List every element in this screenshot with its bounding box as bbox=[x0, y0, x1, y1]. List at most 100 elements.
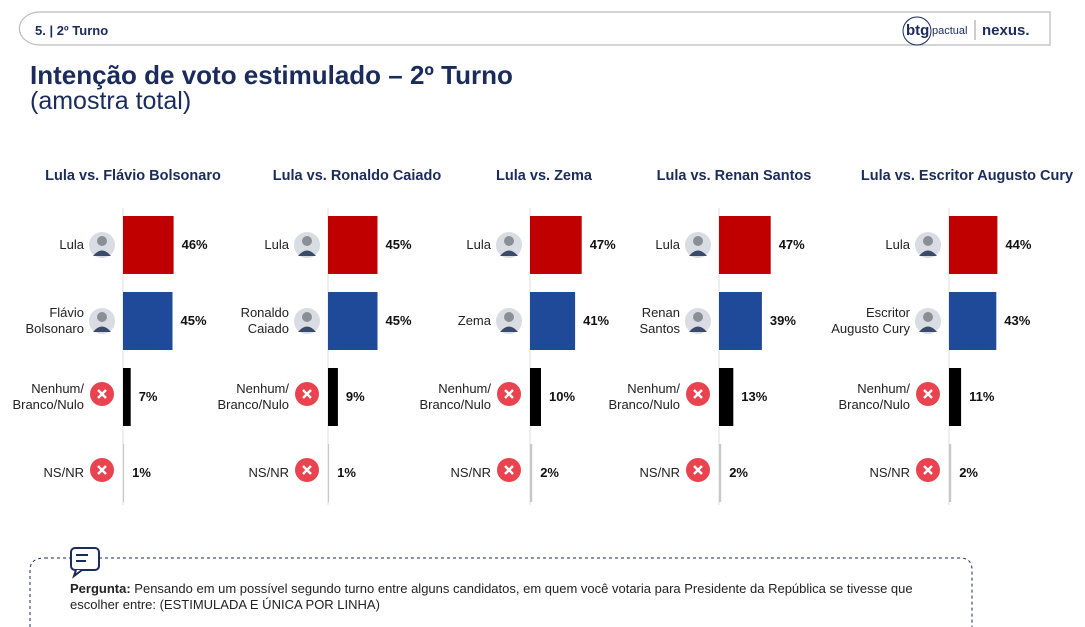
bar bbox=[530, 368, 541, 426]
none-icon-x bbox=[504, 465, 514, 475]
avatar-head bbox=[923, 236, 933, 246]
value-label: 11% bbox=[969, 389, 995, 404]
bar bbox=[949, 444, 952, 502]
category-label: Nenhum/ Branco/Nulo bbox=[608, 381, 680, 412]
value-label: 13% bbox=[741, 389, 768, 404]
category-label: Lula bbox=[885, 237, 910, 252]
bar bbox=[719, 292, 762, 350]
category-label: Nenhum/ Branco/Nulo bbox=[838, 381, 910, 412]
question-label: Pergunta: bbox=[70, 581, 131, 596]
avatar-head bbox=[302, 236, 312, 246]
category-label: NS/NR bbox=[639, 465, 680, 480]
question-text: Pensando em um possível segundo turno en… bbox=[70, 581, 913, 612]
avatar-body bbox=[689, 326, 707, 332]
logo-left: btg bbox=[906, 22, 930, 39]
category-label: Nenhum/ Branco/Nulo bbox=[12, 381, 84, 412]
category-label: NS/NR bbox=[248, 465, 289, 480]
none-icon-x bbox=[97, 389, 107, 399]
bar bbox=[949, 216, 998, 274]
category-label: Lula bbox=[466, 237, 491, 252]
value-label: 47% bbox=[778, 237, 805, 252]
title: Intenção de voto estimulado – 2º Turno bbox=[30, 60, 513, 90]
chart-title: Lula vs. Renan Santos bbox=[656, 168, 812, 184]
question: Pergunta: Pensando em um possível segund… bbox=[70, 581, 960, 613]
avatar-body bbox=[689, 250, 707, 256]
category-label: Ronaldo Caiado bbox=[240, 305, 289, 336]
value-label: 9% bbox=[345, 389, 365, 404]
avatar-body bbox=[500, 326, 518, 332]
bar bbox=[530, 292, 576, 350]
avatar-body bbox=[93, 250, 111, 256]
bar bbox=[719, 368, 734, 426]
bar bbox=[328, 444, 330, 502]
avatar-head bbox=[97, 312, 107, 322]
value-label: 45% bbox=[385, 237, 412, 252]
section-label: 5. | 2º Turno bbox=[35, 23, 109, 38]
chart-title: Lula vs. Ronaldo Caiado bbox=[272, 168, 442, 184]
value-label: 1% bbox=[337, 465, 356, 480]
value-label: 7% bbox=[138, 389, 158, 404]
value-label: 1% bbox=[132, 465, 151, 480]
none-icon-x bbox=[923, 389, 933, 399]
avatar-body bbox=[919, 250, 937, 256]
logo-right: nexus. bbox=[982, 22, 1030, 39]
value-label: 44% bbox=[1005, 237, 1032, 252]
value-label: 39% bbox=[769, 313, 796, 328]
value-label: 2% bbox=[729, 465, 748, 480]
category-label: NS/NR bbox=[43, 465, 84, 480]
avatar-body bbox=[500, 250, 518, 256]
avatar-body bbox=[298, 326, 316, 332]
avatar-head bbox=[97, 236, 107, 246]
bar bbox=[530, 444, 533, 502]
none-icon-x bbox=[302, 389, 312, 399]
avatar-head bbox=[693, 312, 703, 322]
none-icon-x bbox=[97, 465, 107, 475]
none-icon-x bbox=[693, 465, 703, 475]
avatar-head bbox=[923, 312, 933, 322]
value-label: 43% bbox=[1004, 313, 1031, 328]
category-label: Nenhum/ Branco/Nulo bbox=[419, 381, 491, 412]
question-box bbox=[29, 557, 973, 627]
category-label: Renan Santos bbox=[639, 305, 680, 336]
category-label: Flávio Bolsonaro bbox=[25, 305, 84, 336]
category-label: Lula bbox=[655, 237, 680, 252]
bar bbox=[530, 216, 582, 274]
logo-left-sub: pactual bbox=[932, 25, 968, 37]
avatar-body bbox=[93, 326, 111, 332]
bar bbox=[949, 368, 962, 426]
bar bbox=[123, 216, 174, 274]
value-label: 47% bbox=[589, 237, 616, 252]
bar bbox=[123, 444, 125, 502]
avatar-head bbox=[693, 236, 703, 246]
chart-title: Lula vs. Escritor Augusto Cury bbox=[860, 168, 1074, 184]
bar bbox=[719, 216, 771, 274]
avatar-head bbox=[504, 236, 514, 246]
question-icon bbox=[70, 547, 100, 571]
category-label: NS/NR bbox=[450, 465, 491, 480]
question-icon bbox=[72, 569, 83, 579]
bar bbox=[328, 216, 378, 274]
subtitle: (amostra total) bbox=[30, 87, 192, 115]
value-label: 2% bbox=[540, 465, 559, 480]
avatar-body bbox=[298, 250, 316, 256]
value-label: 41% bbox=[583, 313, 610, 328]
bar bbox=[719, 444, 722, 502]
category-label: Nenhum/ Branco/Nulo bbox=[217, 381, 289, 412]
chart-title: Lula vs. Zema bbox=[496, 168, 592, 184]
category-label: NS/NR bbox=[869, 465, 910, 480]
bar bbox=[328, 292, 378, 350]
avatar-head bbox=[302, 312, 312, 322]
bar bbox=[123, 292, 173, 350]
none-icon-x bbox=[693, 389, 703, 399]
bar bbox=[328, 368, 338, 426]
none-icon-x bbox=[923, 465, 933, 475]
value-label: 46% bbox=[181, 237, 208, 252]
avatar-body bbox=[919, 326, 937, 332]
value-label: 2% bbox=[959, 465, 978, 480]
category-label: Lula bbox=[59, 237, 84, 252]
bar bbox=[123, 368, 131, 426]
category-label: Escritor Augusto Cury bbox=[831, 305, 910, 336]
header-box bbox=[18, 11, 1051, 46]
